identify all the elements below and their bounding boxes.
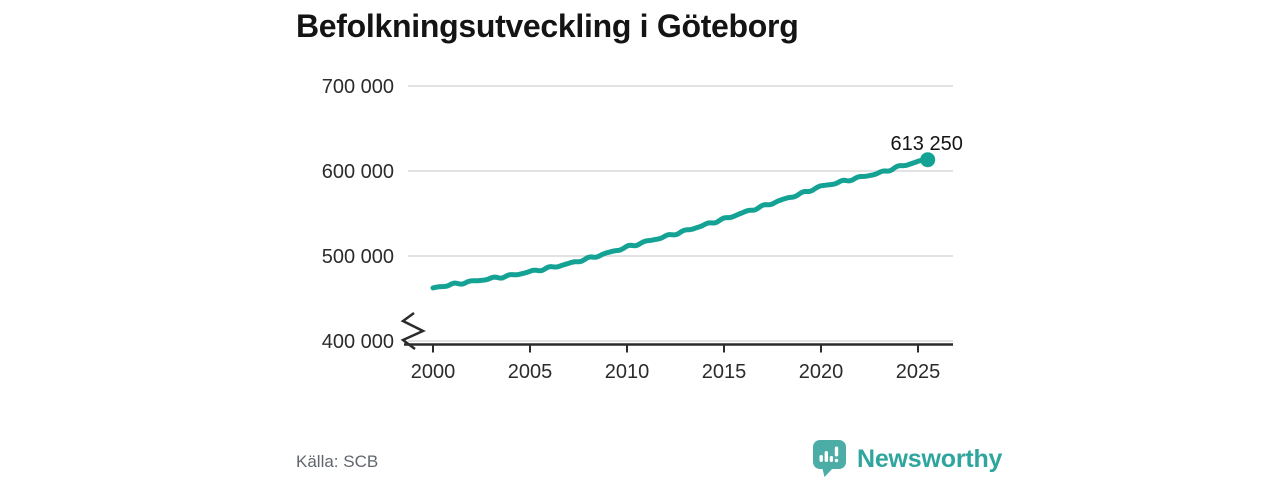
- y-axis-labels: 400 000 500 000 600 000 700 000: [322, 76, 394, 353]
- x-tick-label: 2025: [896, 361, 941, 383]
- y-tick-label: 500 000: [322, 246, 394, 268]
- axis-break-icon: [400, 311, 426, 350]
- x-tick-label: 2020: [799, 361, 844, 383]
- source-note: Källa: SCB: [296, 452, 379, 471]
- y-tick-label: 700 000: [322, 76, 394, 98]
- chart-title: Befolkningsutveckling i Göteborg: [296, 8, 799, 44]
- population-line: [430, 157, 931, 291]
- x-axis: 2000 2005 2010 2015 2020 2025: [400, 311, 953, 383]
- bubble-tail: [822, 467, 834, 477]
- x-tick-label: 2015: [702, 361, 747, 383]
- x-tick-label: 2010: [605, 361, 650, 383]
- x-tick-label: 2005: [508, 361, 553, 383]
- y-tick-label: 600 000: [322, 161, 394, 183]
- end-point-label: 613 250: [891, 133, 963, 155]
- y-tick-label: 400 000: [322, 331, 394, 353]
- bubble-shape: [813, 440, 846, 469]
- brand-name: Newsworthy: [857, 444, 1003, 473]
- barchart-glyph-icon: [819, 446, 839, 463]
- end-point-marker: [920, 152, 936, 168]
- gridlines: [408, 85, 953, 342]
- newsworthy-bubble-icon: [813, 440, 846, 477]
- brand-logo: Newsworthy: [812, 438, 1002, 480]
- x-tick-label: 2000: [411, 361, 456, 383]
